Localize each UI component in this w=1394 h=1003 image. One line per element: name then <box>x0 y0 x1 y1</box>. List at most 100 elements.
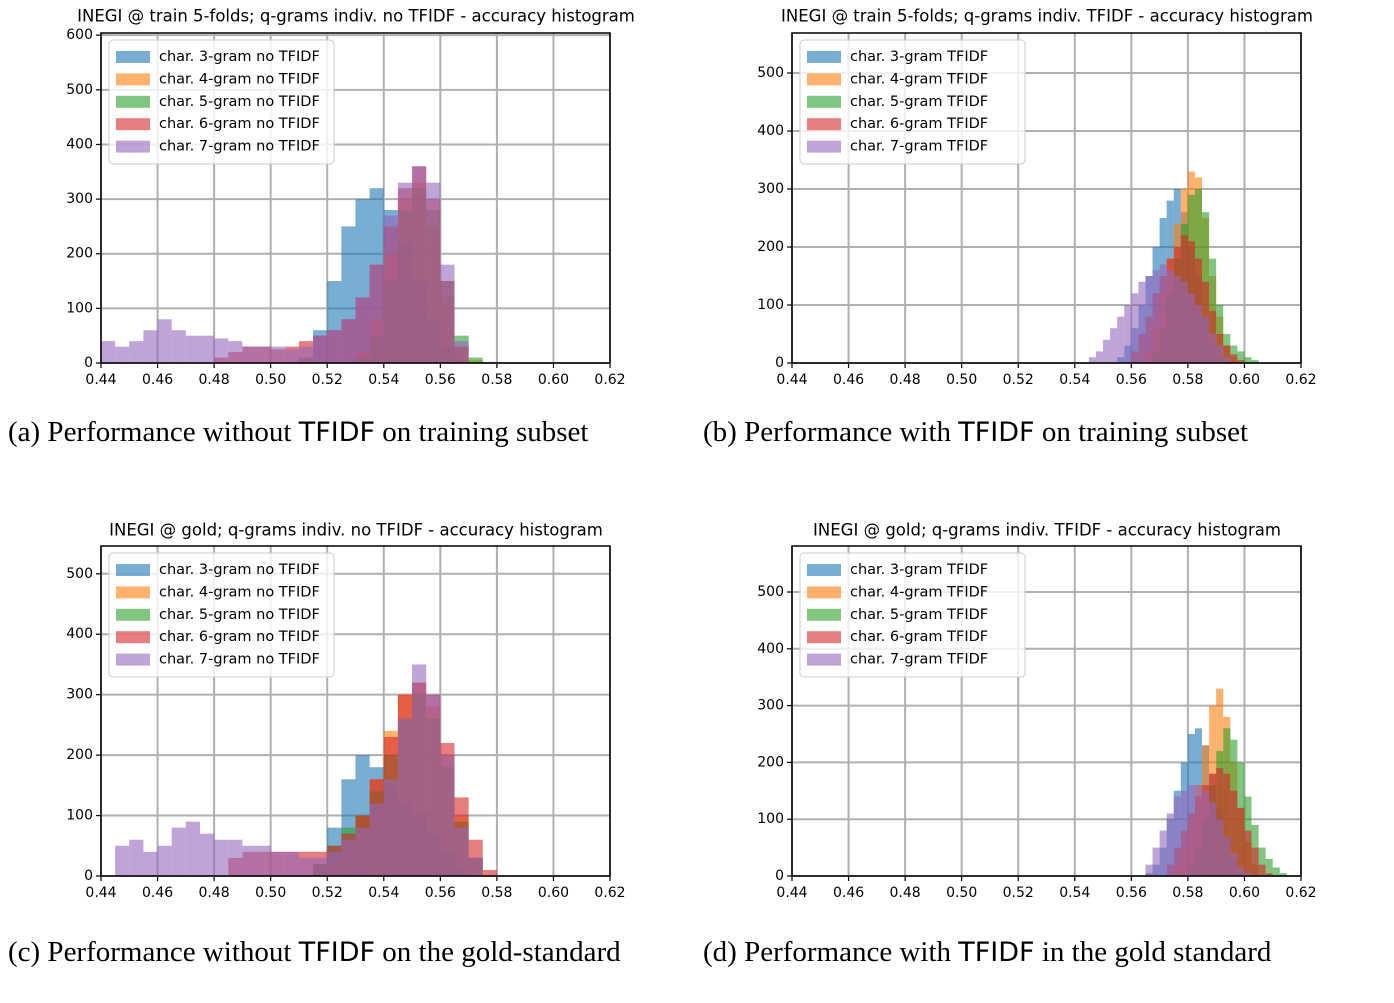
histogram-bar <box>426 694 441 876</box>
y-tick-label: 400 <box>66 626 93 642</box>
legend-label: char. 5-gram no TFIDF <box>159 94 320 110</box>
y-tick-label: 100 <box>66 808 93 824</box>
histogram-bar <box>214 839 229 876</box>
histogram-bar <box>1244 873 1252 876</box>
x-tick-label: 0.46 <box>833 885 864 901</box>
y-tick-label: 200 <box>757 239 784 255</box>
plot-frame <box>100 545 611 877</box>
histogram-bar <box>369 264 384 363</box>
histogram-bar <box>1152 270 1160 363</box>
histogram-bar <box>1187 785 1195 876</box>
x-tick-label: 0.60 <box>538 372 569 388</box>
histogram-bar <box>482 869 497 876</box>
legend-label: char. 5-gram TFIDF <box>850 607 988 623</box>
legend-swatch <box>116 586 150 599</box>
histogram-bar <box>1230 354 1238 363</box>
x-tick-label: 0.60 <box>1229 885 1260 901</box>
legend-label: char. 7-gram TFIDF <box>850 139 988 155</box>
histogram-bar <box>1103 339 1111 363</box>
y-tick-label: 400 <box>757 641 784 657</box>
x-tick-label: 0.46 <box>142 885 173 901</box>
legend-swatch <box>807 631 841 644</box>
y-tick-label: 0 <box>84 868 93 884</box>
histogram-bar <box>1237 867 1245 876</box>
y-tick-label: 0 <box>775 868 784 884</box>
x-tick-label: 0.56 <box>425 372 456 388</box>
x-tick-label: 0.52 <box>312 885 343 901</box>
histogram-bar <box>101 341 116 363</box>
legend-swatch <box>116 118 150 131</box>
y-tick-label: 400 <box>757 123 784 139</box>
legend-label: char. 6-gram TFIDF <box>850 629 988 645</box>
y-tick-label: 400 <box>66 136 93 152</box>
legend-box <box>799 552 1026 678</box>
x-tick-label: 0.52 <box>312 372 343 388</box>
x-tick-label: 0.58 <box>1172 372 1203 388</box>
y-tick-label: 100 <box>757 297 784 313</box>
histogram-bar <box>284 851 299 876</box>
histogram-bar <box>1180 790 1188 876</box>
x-tick-label: 0.48 <box>890 372 921 388</box>
y-tick-label: 500 <box>66 82 93 98</box>
histogram-bar <box>270 346 285 363</box>
x-tick-label: 0.54 <box>1059 372 1090 388</box>
chart-title: INEGI @ train 5-folds; q-grams indiv. no… <box>77 7 635 26</box>
y-tick-label: 200 <box>66 246 93 262</box>
histogram-bar <box>1159 264 1167 363</box>
histogram-bar <box>1237 360 1245 363</box>
legend-swatch <box>807 653 841 666</box>
histogram-bar <box>1166 813 1174 876</box>
x-tick-label: 0.62 <box>1285 372 1316 388</box>
histogram-bar <box>341 319 356 363</box>
histogram-bar <box>1237 807 1245 876</box>
histogram-bar <box>1265 858 1273 876</box>
histogram-bar <box>355 297 370 363</box>
histogram-bar <box>1230 790 1238 876</box>
legend-label: char. 6-gram no TFIDF <box>159 116 320 132</box>
x-tick-label: 0.46 <box>833 372 864 388</box>
y-tick-label: 100 <box>757 811 784 827</box>
x-tick-label: 0.54 <box>368 372 399 388</box>
caption-text: TFIDF <box>958 417 1035 448</box>
legend-swatch <box>807 586 841 599</box>
histogram-bar <box>242 845 257 876</box>
legend-swatch <box>116 564 150 576</box>
histogram-bar <box>157 845 172 876</box>
histogram-bar <box>1131 293 1139 363</box>
histogram-bar <box>115 845 130 876</box>
histogram-bar <box>1166 270 1174 363</box>
histogram-bar <box>397 718 413 876</box>
histogram-bar <box>1272 867 1280 876</box>
x-tick-label: 0.62 <box>594 885 625 901</box>
x-tick-label: 0.48 <box>199 885 230 901</box>
caption: (c) Performance without TFIDF on the gol… <box>8 934 688 971</box>
histogram-bar <box>440 755 455 876</box>
x-tick-label: 0.48 <box>890 885 921 901</box>
x-tick-label: 0.50 <box>255 372 286 388</box>
legend-swatch <box>807 95 841 108</box>
histogram-bar <box>1216 819 1224 876</box>
histogram-bar <box>298 857 314 876</box>
plot-frame <box>791 545 1302 877</box>
histogram-bar <box>171 330 186 363</box>
x-tick-label: 0.44 <box>776 372 807 388</box>
histogram-bar <box>327 851 342 876</box>
y-tick-label: 300 <box>66 687 93 703</box>
histogram-bar <box>115 346 130 363</box>
histogram-bar <box>1187 293 1195 363</box>
legend-label: char. 7-gram TFIDF <box>850 652 988 668</box>
x-tick-label: 0.52 <box>1003 372 1034 388</box>
histogram-bar <box>341 839 356 876</box>
histogram-bar <box>369 803 384 876</box>
x-tick-label: 0.58 <box>1172 885 1203 901</box>
plot-frame <box>100 32 611 364</box>
histogram-bar <box>143 851 158 876</box>
y-tick-label: 300 <box>757 181 784 197</box>
histogram-bar <box>1230 853 1238 876</box>
caption-text: on training subset <box>375 416 589 448</box>
histogram-bar <box>1258 864 1266 876</box>
histogram-bar <box>1237 351 1245 363</box>
caption-text: on the gold-standard <box>375 936 621 968</box>
legend-label: char. 3-gram no TFIDF <box>159 49 320 65</box>
